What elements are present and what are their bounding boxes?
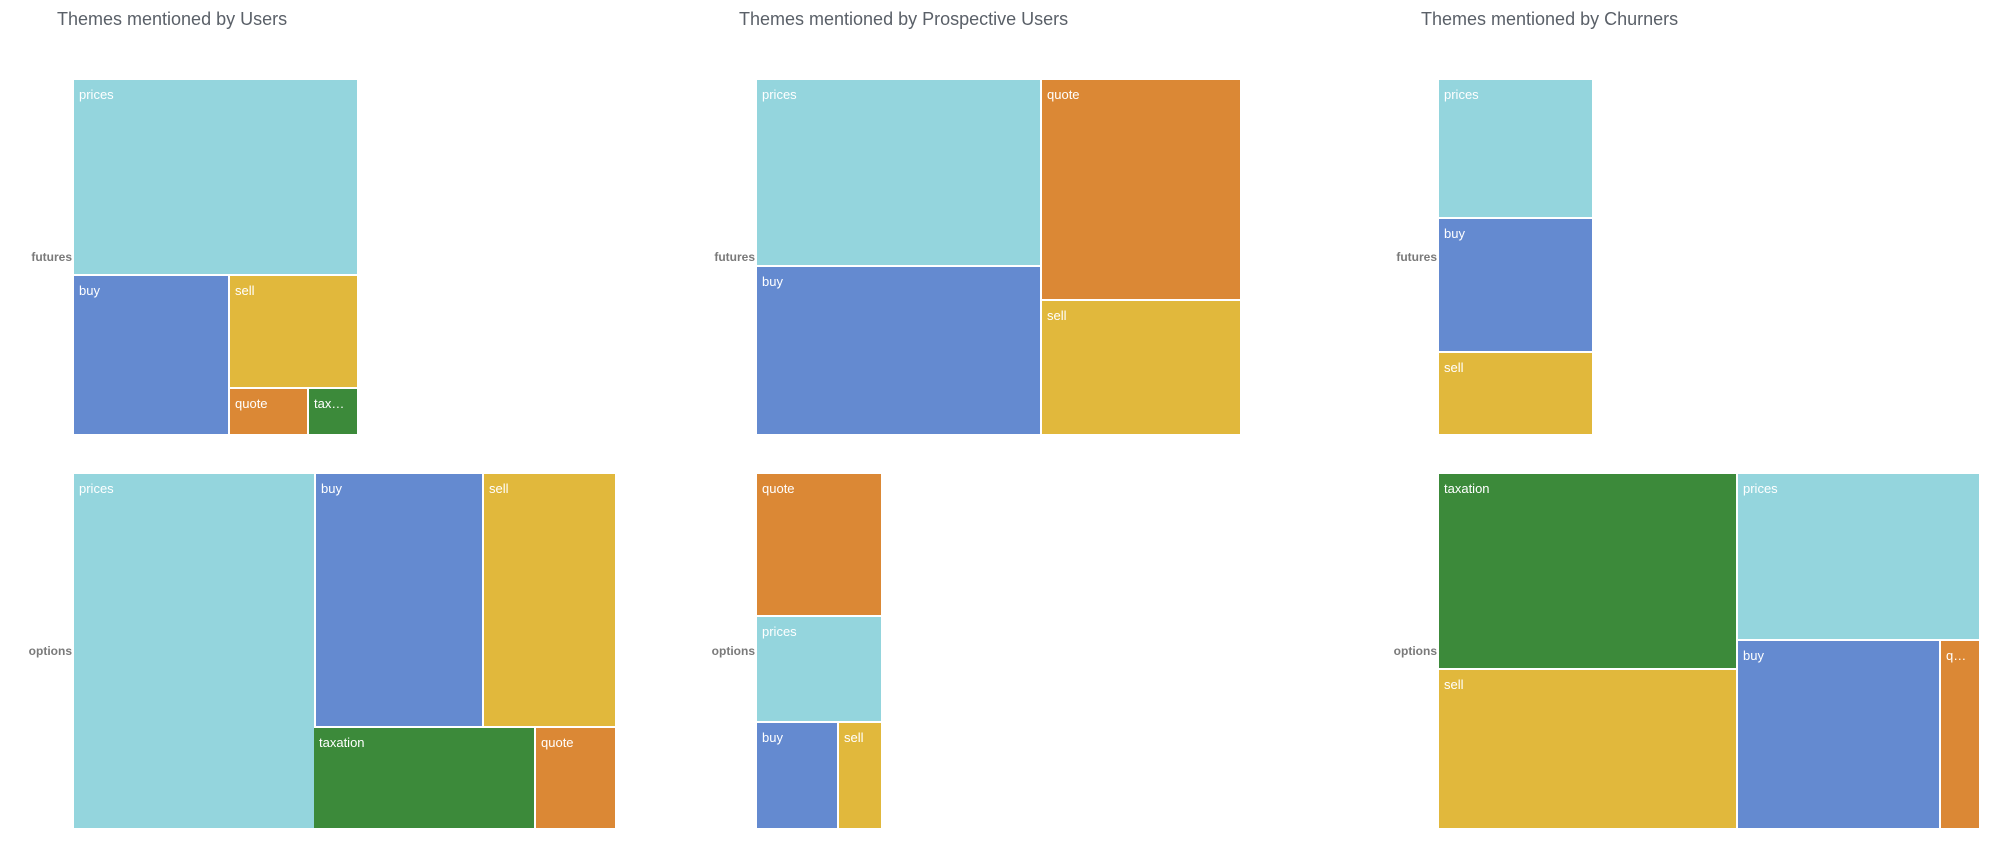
tile-label: buy [1444,226,1465,241]
tile-label: quote [1047,87,1080,102]
tile-label: tax… [314,396,345,411]
row-label-prospective-options: options [711,644,755,658]
tile-prospective-options-buy[interactable]: buy [757,723,837,828]
tile-label: quote [235,396,268,411]
tile-label: prices [1444,87,1479,102]
tile-prospective-options-sell[interactable]: sell [839,723,881,828]
tile-churners-options-quote[interactable]: q… [1941,641,1979,828]
row-label-users-options: options [28,644,72,658]
tile-prospective-futures-quote[interactable]: quote [1042,80,1240,299]
tile-label: sell [1444,360,1464,375]
tile-label: sell [844,730,864,745]
tile-users-options-prices[interactable]: prices [74,474,314,828]
tile-label: taxation [319,735,365,750]
tile-label: buy [762,274,783,289]
row-label-churners-futures: futures [1396,250,1437,264]
tile-label: sell [489,481,509,496]
tile-label: quote [762,481,795,496]
tile-prospective-options-quote[interactable]: quote [757,474,881,615]
tile-churners-futures-buy[interactable]: buy [1439,219,1592,351]
tile-users-futures-prices[interactable]: prices [74,80,357,274]
tile-churners-futures-sell[interactable]: sell [1439,353,1592,434]
tile-label: prices [762,87,797,102]
tile-prospective-futures-sell[interactable]: sell [1042,301,1240,434]
tile-users-futures-sell[interactable]: sell [230,276,357,387]
row-label-prospective-futures: futures [714,250,755,264]
tile-prospective-futures-buy[interactable]: buy [757,267,1040,434]
tile-users-options-taxation[interactable]: taxation [314,728,534,828]
tile-churners-options-sell[interactable]: sell [1439,670,1736,828]
tile-label: q… [1946,648,1967,663]
tile-churners-options-taxation[interactable]: taxation [1439,474,1736,668]
tile-users-futures-quote[interactable]: quote [230,389,307,434]
row-label-churners-options: options [1393,644,1437,658]
tile-label: buy [762,730,783,745]
tile-label: prices [1743,481,1778,496]
chart-title-churners: Themes mentioned by Churners [1421,9,1679,29]
tile-label: taxation [1444,481,1490,496]
tile-users-futures-taxation[interactable]: tax… [309,389,357,434]
tile-users-options-quote[interactable]: quote [536,728,615,828]
tile-label: sell [235,283,255,298]
chart-title-prospective-users: Themes mentioned by Prospective Users [739,9,1069,29]
tile-churners-futures-prices[interactable]: prices [1439,80,1592,217]
tile-users-options-sell[interactable]: sell [484,474,615,726]
tile-prospective-options-prices[interactable]: prices [757,617,881,721]
tile-label: quote [541,735,574,750]
tile-label: buy [79,283,100,298]
tile-label: buy [1743,648,1764,663]
tile-label: buy [321,481,342,496]
tile-users-options-buy[interactable]: buy [316,474,482,726]
tile-label: prices [762,624,797,639]
tile-label: sell [1444,677,1464,692]
chart-title-users: Themes mentioned by Users [57,9,288,29]
tile-churners-options-prices[interactable]: prices [1738,474,1979,639]
tile-users-futures-buy[interactable]: buy [74,276,228,434]
tile-label: sell [1047,308,1067,323]
tile-label: prices [79,481,114,496]
row-label-users-futures: futures [31,250,72,264]
tile-prospective-futures-prices[interactable]: prices [757,80,1040,265]
tile-churners-options-buy[interactable]: buy [1738,641,1939,828]
tile-label: prices [79,87,114,102]
